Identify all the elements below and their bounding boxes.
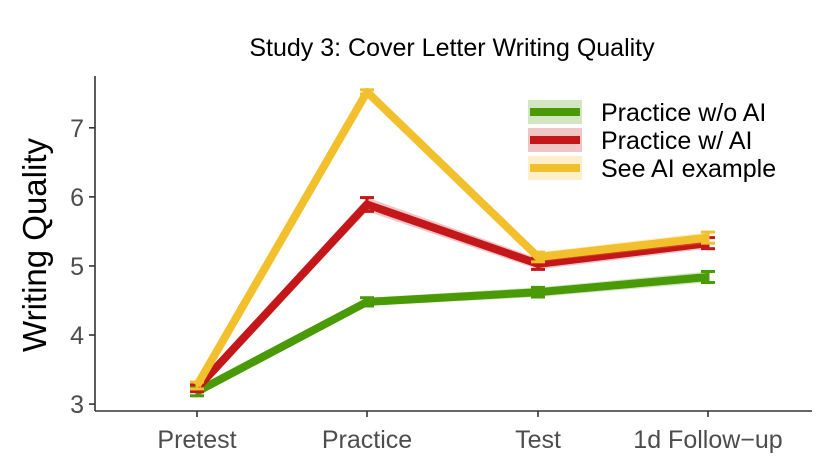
data-point [366, 90, 368, 93]
y-axis-title: Writing Quality [16, 138, 53, 352]
x-tick-label: Practice [322, 426, 412, 454]
data-point [707, 276, 709, 278]
chart-title: Study 3: Cover Letter Writing Quality [249, 34, 655, 62]
error-bar [360, 196, 374, 213]
y-tick-label: 4 [70, 322, 84, 350]
y-tick-label: 6 [70, 184, 84, 212]
legend-label: See AI example [601, 155, 776, 183]
legend-item: Practice w/o AI [528, 99, 766, 127]
data-point [366, 203, 368, 206]
error-bar [360, 88, 374, 96]
axes: 3 4 5 6 7 Pretest Practice Test 1d Follow−up [70, 76, 812, 454]
error-bar [701, 269, 715, 285]
series-2 [190, 87, 715, 391]
data-point [707, 236, 709, 239]
series-line [194, 200, 709, 391]
error-bar [190, 380, 204, 391]
x-tick-label: Pretest [157, 426, 236, 454]
x-tick-label: Test [515, 426, 561, 454]
data-point [537, 291, 539, 294]
series-0 [190, 269, 715, 398]
error-bar [531, 250, 545, 264]
y-tick-label: 5 [70, 253, 84, 281]
y-tick-label: 3 [70, 391, 84, 419]
error-bar [701, 230, 715, 245]
error-bar [360, 296, 374, 308]
legend-label: Practice w/ AI [601, 127, 752, 155]
error-bar [531, 285, 545, 299]
series-line [193, 87, 709, 388]
y-tick-label: 7 [70, 115, 84, 143]
series-ribbon [197, 271, 708, 396]
data-point [196, 384, 198, 387]
series-layer [190, 87, 715, 398]
series-line [195, 273, 709, 396]
legend-item: Practice w/ AI [528, 127, 752, 155]
x-tick-label: 1d Follow−up [633, 426, 782, 454]
data-point [537, 262, 539, 265]
data-point [537, 255, 539, 258]
legend-item: See AI example [528, 155, 776, 183]
data-point [366, 300, 368, 303]
legend-label: Practice w/o AI [601, 99, 766, 127]
